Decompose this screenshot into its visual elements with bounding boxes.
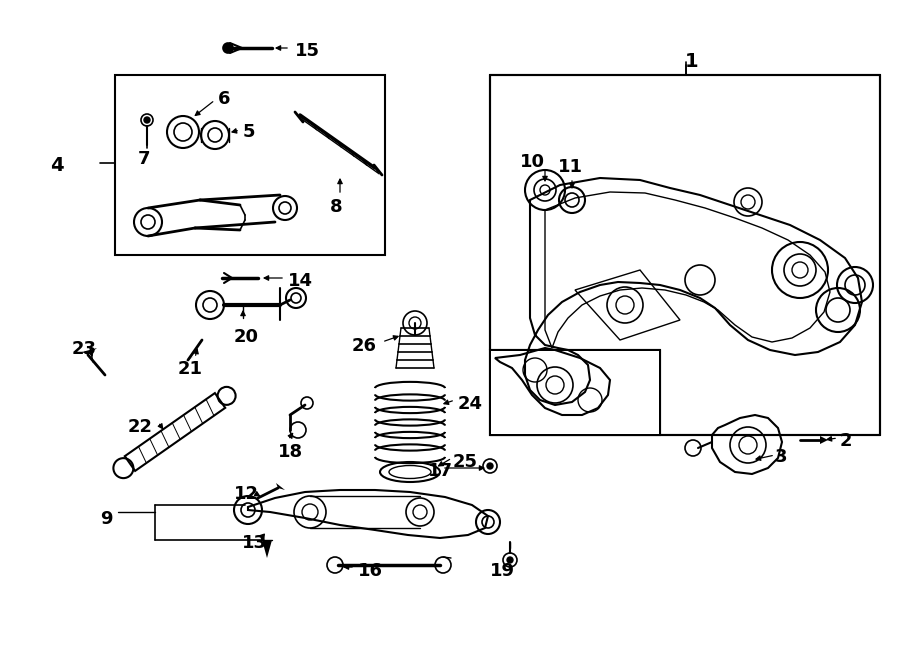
Text: 23: 23 [72,340,97,358]
Circle shape [223,43,233,53]
Text: 25: 25 [453,453,478,471]
Text: 2: 2 [840,432,852,450]
Text: 24: 24 [458,395,483,413]
Text: 5: 5 [243,123,256,141]
Text: 7: 7 [138,150,150,168]
Text: 22: 22 [128,418,153,436]
Polygon shape [262,540,272,558]
Polygon shape [182,356,195,363]
Bar [490,75,880,435]
Text: 18: 18 [278,443,303,461]
Text: 20: 20 [234,328,259,346]
Text: 26: 26 [352,337,377,355]
Text: 16: 16 [358,562,383,580]
Text: 8: 8 [330,198,343,216]
Circle shape [507,557,513,563]
Bar [491,351,659,434]
Bar [115,75,385,255]
Text: 10: 10 [520,153,545,171]
Polygon shape [82,348,97,355]
Text: 17: 17 [428,462,453,480]
Circle shape [487,463,493,469]
Polygon shape [820,436,828,444]
Text: 13: 13 [242,534,267,552]
Text: 9: 9 [100,510,112,528]
Text: 19: 19 [490,562,515,580]
Text: 11: 11 [558,158,583,176]
Circle shape [144,117,150,123]
Text: 4: 4 [50,156,64,175]
Text: 12: 12 [234,485,259,503]
Text: 3: 3 [775,448,788,466]
Text: 15: 15 [295,42,320,60]
Polygon shape [276,483,285,490]
Text: 21: 21 [178,360,203,378]
Text: 6: 6 [218,90,230,108]
Text: 1: 1 [685,52,698,71]
Text: 14: 14 [288,272,313,290]
Bar [490,350,660,435]
